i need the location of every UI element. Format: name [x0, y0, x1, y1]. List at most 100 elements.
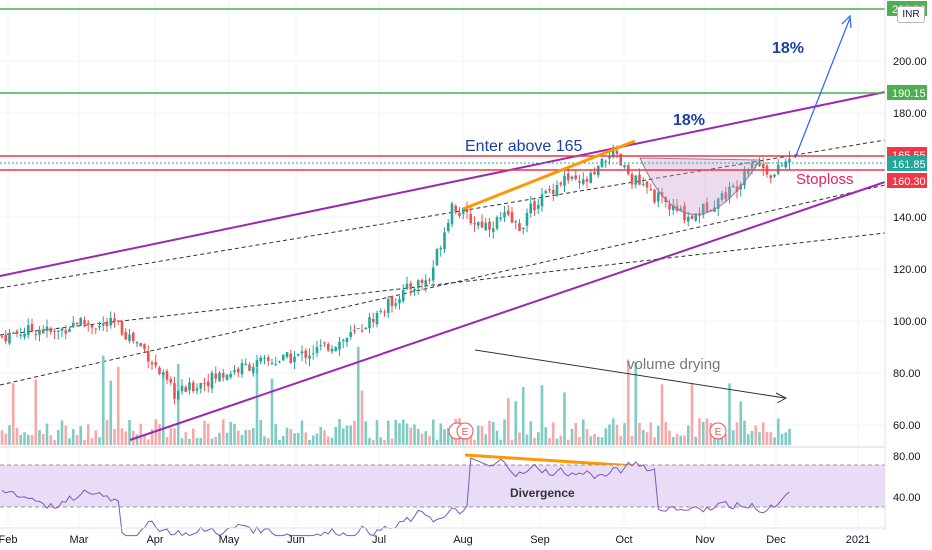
- candle-body: [416, 280, 420, 289]
- volume-bar: [473, 439, 476, 445]
- candle-body: [274, 363, 278, 365]
- volume-bar: [679, 435, 683, 445]
- candle-body: [368, 317, 371, 329]
- volume-bar: [349, 425, 353, 445]
- candle-body: [683, 205, 686, 221]
- volume-bar: [210, 438, 214, 445]
- volume-bar: [191, 428, 195, 445]
- candle-body: [75, 322, 79, 324]
- target-arrow-line: [794, 17, 851, 159]
- candle-body: [638, 174, 641, 185]
- volume-bar: [765, 432, 769, 445]
- candle-body: [109, 317, 113, 326]
- volume-bar: [750, 430, 754, 445]
- candle-body: [784, 161, 788, 168]
- volume-bar: [581, 419, 585, 445]
- candle-body: [645, 181, 649, 188]
- candle-body: [4, 334, 8, 342]
- volume-bar: [26, 434, 30, 445]
- candle-body: [649, 189, 653, 191]
- candle-body: [634, 175, 638, 185]
- svg-text:E: E: [715, 427, 722, 438]
- volume-bar: [405, 423, 409, 445]
- price-tick-label: 200.00: [893, 56, 927, 68]
- volume-bar: [671, 437, 675, 445]
- candle-body: [510, 212, 514, 223]
- candle-body: [188, 382, 191, 391]
- volume-bar: [41, 434, 45, 445]
- volume-bar: [11, 383, 15, 445]
- candle-body: [248, 364, 251, 371]
- volume-bar: [83, 439, 86, 445]
- volume-bar: [345, 425, 349, 445]
- volume-bar: [86, 424, 90, 445]
- volume-bar: [578, 437, 581, 445]
- currency-badge[interactable]: INR: [897, 6, 925, 23]
- volume-bar: [420, 433, 424, 445]
- candle-body: [68, 328, 71, 332]
- candle-body: [210, 372, 214, 389]
- candle-body: [315, 346, 319, 354]
- rsi-band: [0, 465, 885, 507]
- candle-body: [578, 180, 581, 183]
- candle-body: [585, 179, 589, 182]
- volume-bar: [626, 359, 630, 445]
- candle-body: [360, 330, 364, 332]
- target-arrow-head: [841, 14, 852, 29]
- volume-bar: [23, 432, 26, 445]
- rsi-tick-label: 80.00: [893, 451, 921, 463]
- volume-bar: [116, 366, 120, 445]
- candle-body: [518, 223, 521, 232]
- volume-bar: [158, 424, 161, 445]
- candle-body: [180, 385, 184, 392]
- candle-body: [589, 172, 593, 184]
- volume-bar: [225, 432, 229, 445]
- candle-body: [488, 221, 491, 230]
- volume-bar: [293, 433, 296, 445]
- volume-bar: [469, 432, 473, 445]
- volume-bar: [443, 429, 446, 445]
- volume-bar: [109, 380, 113, 445]
- candle-body: [15, 330, 19, 334]
- volume-bar: [150, 429, 154, 445]
- volume-bar: [668, 430, 671, 445]
- time-axis[interactable]: Feb Mar Apr May Jun Jul Aug Sep Oct Nov Dec 2021: [0, 534, 870, 546]
- candle-body: [690, 215, 694, 219]
- volume-bar: [128, 420, 131, 445]
- volume-bar: [694, 436, 698, 445]
- candle-body: [570, 176, 574, 179]
- volume-bar: [319, 426, 323, 445]
- candle-body: [559, 182, 563, 185]
- volume-bar: [435, 439, 439, 445]
- price-tick-label: 140.00: [893, 212, 927, 224]
- candle-body: [761, 164, 765, 169]
- volume-bar: [71, 429, 75, 445]
- candle-body: [491, 228, 495, 232]
- candle-body: [150, 362, 154, 365]
- candle-body: [349, 332, 353, 338]
- candle-body: [469, 214, 473, 224]
- volume-bar: [788, 428, 791, 445]
- price-axis[interactable]: 200.00180.00160.00140.00120.00100.0080.0…: [893, 56, 927, 504]
- volume-bar: [758, 432, 761, 445]
- volume-bar: [0, 430, 4, 445]
- candle-body: [424, 280, 428, 286]
- candle-body: [38, 329, 41, 335]
- candle-body: [754, 164, 758, 166]
- candle-body: [435, 249, 439, 266]
- volume-bar: [221, 419, 225, 445]
- candle-body: [161, 372, 165, 376]
- candle-body: [263, 357, 266, 359]
- candle-body: [383, 311, 386, 313]
- candle-body: [379, 311, 383, 313]
- candle-body: [293, 356, 296, 362]
- candle-body: [668, 204, 671, 210]
- candle-body: [401, 289, 405, 302]
- candle-body: [79, 318, 83, 326]
- volume-bar: [383, 439, 386, 445]
- volume-bar: [600, 437, 604, 445]
- volume-bar: [623, 423, 626, 445]
- candle-body: [679, 208, 683, 212]
- candle-body: [53, 330, 56, 332]
- volume-bar: [233, 423, 236, 445]
